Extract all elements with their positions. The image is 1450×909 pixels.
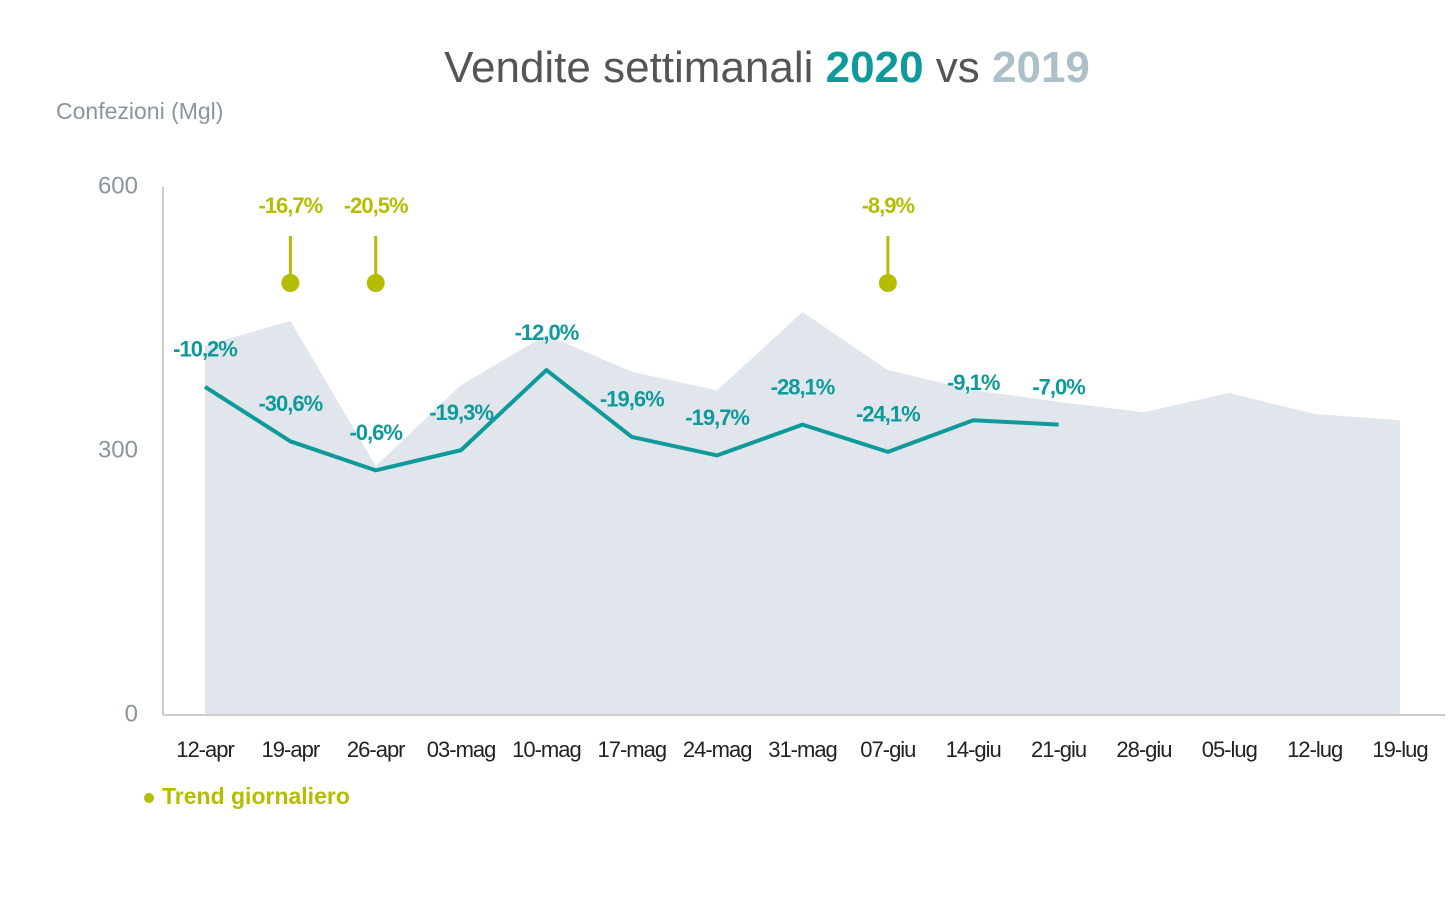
trend-label: -8,9%: [862, 193, 915, 218]
y-tick-label: 600: [98, 172, 138, 199]
data-label: -30,6%: [258, 391, 322, 416]
x-tick-label: 28-giu: [1116, 737, 1171, 762]
trend-marker: [281, 274, 300, 292]
legend-label: Trend giornaliero: [162, 783, 350, 809]
data-label: -19,6%: [600, 387, 664, 412]
y-tick-label: 0: [125, 700, 138, 727]
y-axis-label: Confezioni (Mgl): [56, 98, 223, 124]
x-tick-label: 19-lug: [1372, 737, 1427, 762]
x-tick-label: 17-mag: [597, 737, 666, 762]
data-label: -19,7%: [685, 405, 749, 430]
x-tick-label: 19-apr: [262, 737, 320, 762]
data-label: -0,6%: [349, 420, 402, 445]
title-text: Vendite settimanali: [444, 43, 813, 92]
x-tick-label: 12-apr: [176, 737, 234, 762]
title-series-2020: 2020: [826, 43, 924, 92]
data-label: -12,0%: [515, 320, 579, 345]
data-label: -7,0%: [1032, 374, 1085, 399]
x-tick-label: 10-mag: [512, 737, 581, 762]
x-tick-label: 14-giu: [946, 737, 1001, 762]
x-tick-label: 05-lug: [1202, 737, 1257, 762]
legend-marker: [144, 793, 154, 803]
x-tick-label: 03-mag: [427, 737, 496, 762]
title-series-2019: 2019: [992, 43, 1090, 92]
y-tick-label: 300: [98, 436, 138, 463]
data-label: -9,1%: [947, 370, 1000, 395]
data-label: -24,1%: [856, 402, 920, 427]
data-label: -19,3%: [429, 400, 493, 425]
trend-marker: [366, 274, 385, 292]
x-tick-label: 07-giu: [860, 737, 915, 762]
x-tick-label: 21-giu: [1031, 737, 1086, 762]
data-label: -10,2%: [173, 337, 237, 362]
x-tick-label: 12-lug: [1287, 737, 1342, 762]
trend-label: -16,7%: [258, 193, 322, 218]
x-tick-label: 24-mag: [683, 737, 752, 762]
line-2020: [203, 368, 1059, 473]
x-tick-label: 26-apr: [347, 737, 405, 762]
trend-marker: [878, 274, 897, 292]
chart-title: Vendite settimanali 2020 vs 2019: [444, 43, 1090, 92]
title-connector: vs: [936, 43, 980, 92]
data-label: -28,1%: [771, 374, 835, 399]
trend-label: -20,5%: [344, 193, 408, 218]
x-tick-label: 31-mag: [768, 737, 837, 762]
area-2019: [205, 311, 1400, 715]
